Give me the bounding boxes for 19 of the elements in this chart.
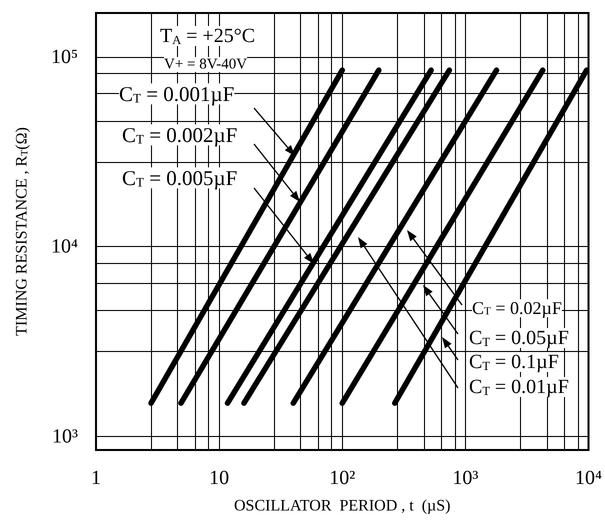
annotation: CT = 0.005µF — [122, 166, 238, 190]
y-axis-title: TIMING RESISTANCE , RT(Ω) — [14, 127, 30, 336]
x-tick-label: 10² — [329, 467, 356, 489]
x-tick-label: 10⁴ — [575, 467, 602, 489]
y-tick-label: 10⁴ — [51, 236, 78, 258]
x-tick-label: 1 — [91, 467, 101, 489]
y-tick-label: 10⁵ — [51, 46, 78, 68]
annotation: TA = +25°C — [160, 25, 256, 47]
x-axis-title: OSCILLATOR PERIOD , t (µS) — [234, 498, 451, 514]
annotation: CT = 0.02µF — [472, 298, 562, 318]
x-tick-label: 10³ — [452, 467, 478, 489]
x-tick-label: 10 — [209, 467, 230, 489]
annotation: CT = 0.001µF — [119, 82, 234, 106]
annotation: CT = 0.05µF — [469, 327, 569, 349]
annotation: CT = 0.01µF — [469, 376, 569, 398]
y-tick-label: 10³ — [52, 426, 78, 448]
annotation: CT = 0.1µF — [469, 351, 559, 373]
annotation: CT = 0.002µF — [122, 122, 238, 147]
annotation: V+ = 8V-40V — [164, 56, 248, 72]
